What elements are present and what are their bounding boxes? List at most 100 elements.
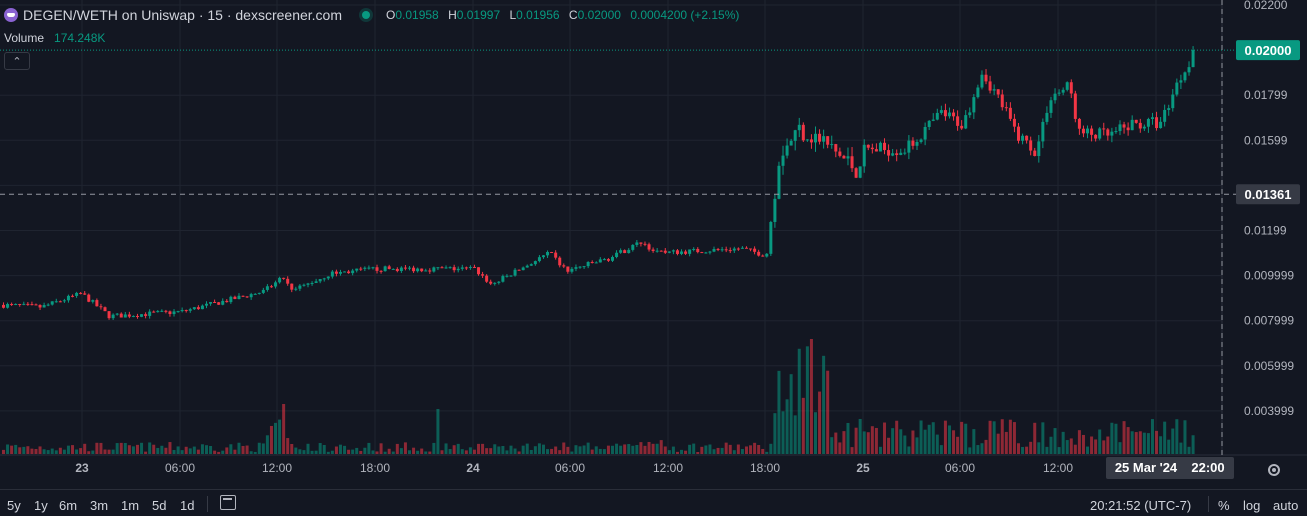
candle-body	[343, 271, 347, 273]
candle-body	[22, 303, 26, 305]
candle-body	[789, 140, 793, 146]
candle-body	[635, 242, 639, 245]
volume-bar	[615, 443, 619, 454]
candle-body	[180, 310, 184, 312]
volume-bar	[915, 437, 919, 454]
volume-bar	[814, 412, 817, 454]
volume-bar	[403, 442, 407, 454]
candle-body	[1017, 126, 1020, 141]
volume-bar	[274, 422, 278, 454]
candle-body	[578, 266, 582, 268]
volume-bar	[416, 450, 420, 454]
volume-bar	[611, 445, 614, 454]
settings-gear-icon[interactable]	[1268, 464, 1280, 476]
clock-readout[interactable]: 20:21:52 (UTC-7)	[1090, 498, 1192, 513]
volume-bar	[282, 404, 286, 454]
volume-bar	[716, 447, 720, 454]
candle-body	[176, 311, 180, 313]
collapse-legend-button[interactable]: ⌃	[4, 52, 30, 70]
candle-body	[1045, 112, 1049, 122]
candle-body	[135, 315, 139, 317]
candle-body	[708, 251, 712, 253]
candle-body	[213, 302, 217, 304]
log-scale-button[interactable]: log	[1243, 498, 1261, 513]
candle-body	[144, 314, 148, 316]
volume-bar	[1126, 427, 1130, 454]
candle-body	[66, 295, 70, 301]
volume-bar	[761, 448, 765, 454]
crosshair-date-label: 25 Mar '24	[1115, 460, 1178, 475]
range-3m-button[interactable]: 3m	[90, 498, 109, 513]
range-1d-button[interactable]: 1d	[180, 498, 195, 513]
candle-body	[10, 304, 14, 306]
candle-body	[956, 116, 960, 126]
volume-bar	[980, 443, 984, 454]
calendar-icon[interactable]	[220, 495, 236, 510]
candle-body	[472, 266, 476, 268]
volume-bar	[38, 446, 42, 454]
candle-body	[570, 268, 574, 272]
volume-bar	[943, 420, 947, 454]
volume-bar	[257, 442, 261, 454]
volume-bar	[598, 448, 602, 454]
volume-bar	[740, 449, 744, 454]
y-axis-tick-label: 0.02200	[1244, 0, 1288, 12]
candle-body	[383, 266, 387, 272]
volume-bar	[509, 445, 513, 454]
volume-bar	[720, 447, 724, 454]
x-axis-tick-label: 24	[466, 461, 480, 475]
candle-body	[631, 244, 635, 250]
volume-bar	[517, 451, 521, 454]
candle-body	[196, 307, 200, 310]
candle-body	[363, 267, 367, 269]
volume-bar	[688, 444, 692, 454]
volume-bar	[984, 439, 988, 454]
volume-bar	[1065, 440, 1069, 454]
percent-scale-button[interactable]: %	[1218, 498, 1230, 513]
volume-bar	[704, 445, 708, 454]
crosshair-time-label: 22:00	[1191, 460, 1224, 475]
low-value: 0.01956	[516, 8, 560, 22]
candle-body	[269, 286, 273, 288]
last-price-badge	[1236, 40, 1300, 61]
candle-body	[907, 140, 911, 153]
x-axis-tick-label: 12:00	[262, 461, 292, 475]
volume-bar	[870, 426, 874, 454]
candle-body	[460, 267, 464, 269]
range-5y-button[interactable]: 5y	[7, 498, 21, 513]
range-1y-button[interactable]: 1y	[34, 498, 48, 513]
volume-bar	[606, 445, 610, 454]
volume-bar	[14, 444, 18, 454]
volume-bar	[574, 445, 578, 454]
auto-scale-button[interactable]: auto	[1273, 498, 1299, 513]
candle-body	[903, 152, 907, 154]
candle-body	[192, 307, 196, 310]
candle-body	[140, 314, 144, 317]
candle-body	[781, 155, 785, 166]
volume-bar	[1102, 440, 1106, 454]
volume-bar	[2, 449, 5, 454]
volume-bar	[590, 449, 594, 454]
candle-body	[696, 248, 700, 253]
candle-body	[684, 251, 688, 254]
candle-body	[282, 277, 286, 279]
volume-bar	[310, 450, 314, 454]
volume-bar	[728, 444, 732, 454]
range-1m-button[interactable]: 1m	[121, 498, 140, 513]
volume-bar	[972, 429, 976, 454]
volume-bar	[205, 445, 208, 454]
candle-body	[769, 221, 773, 254]
volume-bar	[854, 427, 858, 454]
candle-body	[899, 152, 903, 155]
volume-bar	[1179, 442, 1183, 454]
range-5d-button[interactable]: 5d	[152, 498, 167, 513]
volume-bar	[237, 442, 241, 454]
candle-body	[1167, 108, 1171, 110]
candle-body	[115, 313, 119, 315]
volume-bar	[22, 446, 26, 454]
candle-body	[1134, 119, 1138, 123]
range-6m-button[interactable]: 6m	[59, 498, 78, 513]
candle-body	[505, 275, 509, 277]
candle-body	[598, 259, 602, 263]
